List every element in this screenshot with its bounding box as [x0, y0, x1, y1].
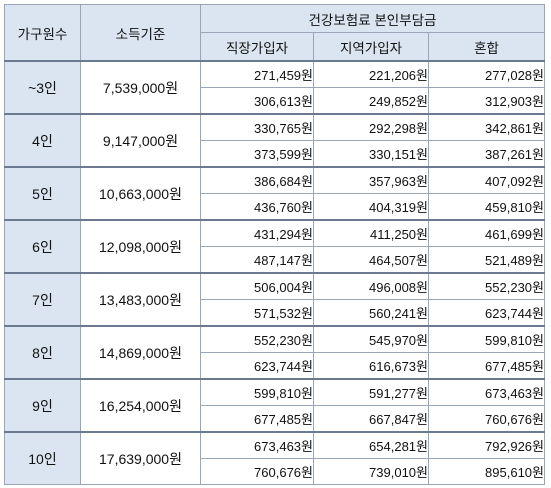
table-row: 5인 10,663,000원 386,684원 357,963원 407,092원: [4, 166, 545, 221]
employee-value-cell: 386,684원: [200, 166, 314, 194]
mixed-value-cell: 461,699원: [428, 219, 545, 247]
regional-value-cell: 249,852원: [313, 87, 429, 115]
regional-value-cell: 221,206원: [313, 60, 429, 88]
mixed-value-cell: 673,463원: [428, 378, 545, 406]
employee-value-cell: 673,463원: [200, 431, 314, 459]
employee-value-cell: 571,532원: [200, 299, 314, 327]
mixed-value-cell: 277,028원: [428, 60, 545, 88]
mixed-value-cell: 760,676원: [428, 405, 545, 433]
mixed-value-cell: 312,903원: [428, 87, 545, 115]
table-row: 760,676원 739,010원 895,610원: [5, 458, 545, 485]
regional-value-cell: 545,970원: [313, 325, 429, 353]
table-row: 623,744원 616,673원 677,485원: [5, 352, 545, 380]
regional-value-cell: 464,507원: [313, 246, 429, 274]
regional-value-cell: 411,250원: [313, 219, 429, 247]
premium-table: 가구원수 소득기준 건강보험료 본인부담금 직장가입자 지역가입자 혼합 ~3인…: [4, 4, 545, 485]
household-cell: 6인: [4, 219, 81, 274]
regional-value-cell: 496,008원: [313, 272, 429, 300]
income-cell: 17,639,000원: [80, 431, 201, 485]
header-household: 가구원수: [4, 4, 81, 62]
mixed-value-cell: 895,610원: [428, 458, 545, 485]
income-cell: 7,539,000원: [80, 60, 201, 115]
header-mixed: 혼합: [428, 32, 545, 62]
regional-value-cell: 357,963원: [313, 166, 429, 194]
employee-value-cell: 506,004원: [200, 272, 314, 300]
table-container: 가구원수 소득기준 건강보험료 본인부담금 직장가입자 지역가입자 혼합 ~3인…: [4, 4, 545, 485]
table-row: 6인 12,098,000원 431,294원 411,250원 461,699원: [4, 219, 545, 274]
mixed-value-cell: 792,926원: [428, 431, 545, 459]
mixed-value-cell: 623,744원: [428, 299, 545, 327]
household-cell: 8인: [4, 325, 81, 380]
table-row: 9인 16,254,000원 599,810원 591,277원 673,463원: [4, 378, 545, 433]
table-row: 571,532원 560,241원 623,744원: [5, 299, 545, 327]
household-cell: 7인: [4, 272, 81, 327]
table-row: 8인 14,869,000원 552,230원 545,970원 599,810원: [4, 325, 545, 380]
regional-value-cell: 616,673원: [313, 352, 429, 380]
regional-value-cell: 330,151원: [313, 140, 429, 168]
income-cell: 10,663,000원: [80, 166, 201, 221]
table-row: 4인 9,147,000원 330,765원 292,298원 342,861원: [4, 113, 545, 168]
table-row: ~3인 7,539,000원 271,459원 221,206원 277,028원: [4, 60, 545, 115]
household-cell: 10인: [4, 431, 81, 485]
header-income: 소득기준: [80, 4, 201, 62]
header-employee: 직장가입자: [200, 32, 314, 62]
table-row: 436,760원 404,319원 459,810원: [5, 193, 545, 221]
table-row: 677,485원 667,847원 760,676원: [5, 405, 545, 433]
employee-value-cell: 306,613원: [200, 87, 314, 115]
employee-value-cell: 487,147원: [200, 246, 314, 274]
header-premium-group: 건강보험료 본인부담금: [200, 4, 545, 33]
mixed-value-cell: 552,230원: [428, 272, 545, 300]
household-cell: ~3인: [4, 60, 81, 115]
table-row: 373,599원 330,151원 387,261원: [5, 140, 545, 168]
employee-value-cell: 330,765원: [200, 113, 314, 141]
income-cell: 14,869,000원: [80, 325, 201, 380]
employee-value-cell: 552,230원: [200, 325, 314, 353]
employee-value-cell: 599,810원: [200, 378, 314, 406]
income-cell: 9,147,000원: [80, 113, 201, 168]
employee-value-cell: 623,744원: [200, 352, 314, 380]
mixed-value-cell: 521,489원: [428, 246, 545, 274]
income-cell: 12,098,000원: [80, 219, 201, 274]
table-row: 487,147원 464,507원 521,489원: [5, 246, 545, 274]
mixed-value-cell: 677,485원: [428, 352, 545, 380]
table-row: 7인 13,483,000원 506,004원 496,008원 552,230원: [4, 272, 545, 327]
mixed-value-cell: 459,810원: [428, 193, 545, 221]
regional-value-cell: 739,010원: [313, 458, 429, 485]
regional-value-cell: 404,319원: [313, 193, 429, 221]
income-cell: 16,254,000원: [80, 378, 201, 433]
employee-value-cell: 436,760원: [200, 193, 314, 221]
household-cell: 9인: [4, 378, 81, 433]
table-row: 306,613원 249,852원 312,903원: [5, 87, 545, 115]
employee-value-cell: 373,599원: [200, 140, 314, 168]
mixed-value-cell: 342,861원: [428, 113, 545, 141]
household-cell: 5인: [4, 166, 81, 221]
regional-value-cell: 667,847원: [313, 405, 429, 433]
employee-value-cell: 271,459원: [200, 60, 314, 88]
table-body: ~3인 7,539,000원 271,459원 221,206원 277,028원 306…: [4, 60, 545, 485]
mixed-value-cell: 599,810원: [428, 325, 545, 353]
regional-value-cell: 591,277원: [313, 378, 429, 406]
header-regional: 지역가입자: [313, 32, 429, 62]
mixed-value-cell: 407,092원: [428, 166, 545, 194]
employee-value-cell: 760,676원: [200, 458, 314, 485]
household-cell: 4인: [4, 113, 81, 168]
income-cell: 13,483,000원: [80, 272, 201, 327]
table-row: 10인 17,639,000원 673,463원 654,281원 792,926원: [4, 431, 545, 485]
regional-value-cell: 292,298원: [313, 113, 429, 141]
regional-value-cell: 560,241원: [313, 299, 429, 327]
mixed-value-cell: 387,261원: [428, 140, 545, 168]
regional-value-cell: 654,281원: [313, 431, 429, 459]
employee-value-cell: 677,485원: [200, 405, 314, 433]
employee-value-cell: 431,294원: [200, 219, 314, 247]
